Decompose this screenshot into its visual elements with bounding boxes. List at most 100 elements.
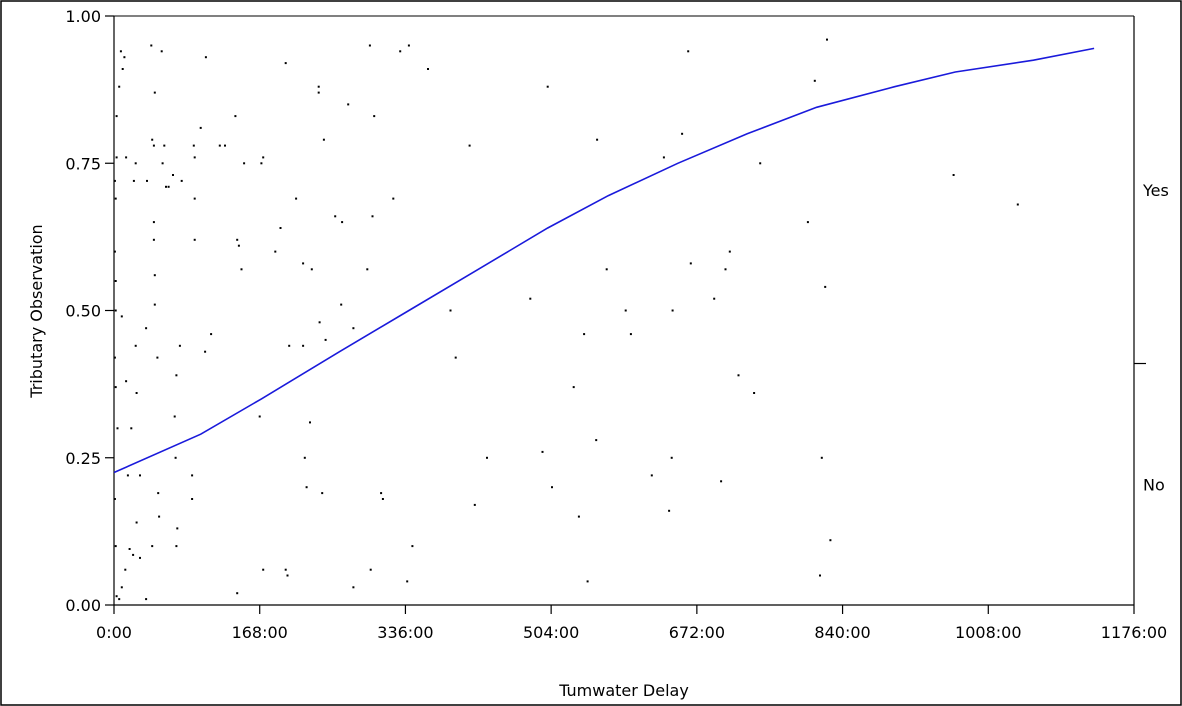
data-point [406, 580, 409, 583]
data-point [352, 327, 355, 330]
data-point [826, 38, 828, 41]
data-point [454, 356, 457, 359]
data-point [321, 492, 324, 495]
data-point [302, 344, 305, 347]
right-axis-label-no: No [1143, 475, 1165, 494]
data-point [713, 297, 716, 300]
data-point [399, 50, 402, 53]
data-point [546, 85, 549, 88]
data-point [687, 50, 690, 53]
data-point [829, 539, 832, 542]
data-point [120, 586, 123, 589]
data-point [380, 492, 383, 495]
data-point [288, 344, 291, 347]
data-point [670, 456, 673, 459]
data-point [130, 427, 133, 430]
data-point [134, 344, 137, 347]
data-point [204, 56, 207, 59]
data-point [577, 515, 580, 518]
data-point [113, 498, 116, 500]
data-point [952, 174, 955, 176]
data-point [139, 474, 141, 477]
data-point [123, 56, 126, 59]
data-point [236, 592, 239, 595]
y-tick-label: 0.50 [65, 302, 101, 321]
data-point [284, 568, 287, 571]
fit-line [113, 47, 1095, 474]
y-tick-label: 1.00 [65, 7, 101, 26]
data-point [309, 421, 311, 424]
data-point [284, 62, 287, 65]
data-point [115, 595, 118, 598]
data-point [689, 262, 692, 265]
data-point [132, 179, 135, 182]
data-point [473, 503, 476, 506]
data-point [156, 356, 159, 359]
data-point [427, 68, 429, 70]
data-point [125, 380, 128, 383]
data-point [322, 138, 325, 141]
y-axis-ticks: 0.00 0.25 0.50 0.75 1.00 [65, 7, 114, 615]
data-point [115, 156, 118, 159]
data-point [126, 474, 129, 477]
data-point [381, 498, 384, 500]
data-point [121, 68, 124, 70]
data-point [199, 126, 202, 129]
data-point [737, 374, 740, 377]
data-point [218, 144, 221, 147]
data-point [139, 556, 141, 559]
data-point [176, 527, 179, 530]
data-point [192, 144, 195, 147]
data-point [368, 44, 371, 47]
data-point [341, 221, 344, 224]
data-point [650, 474, 653, 477]
data-point [167, 185, 170, 188]
data-point [824, 285, 827, 288]
data-point [605, 268, 608, 271]
x-tick-label: 336:00 [377, 623, 433, 642]
data-point [662, 156, 665, 159]
data-point [468, 144, 471, 147]
data-point [193, 197, 196, 200]
data-point [240, 268, 243, 271]
data-point [317, 91, 320, 94]
x-axis-label: Tumwater Delay [558, 681, 689, 700]
data-point [173, 415, 176, 418]
data-point [759, 162, 762, 165]
data-point [720, 480, 723, 483]
data-point [135, 392, 138, 394]
data-point [728, 250, 731, 253]
plot-area [113, 15, 1135, 606]
right-axis-label-yes: Yes [1142, 181, 1169, 200]
data-point [191, 474, 194, 477]
data-point [262, 156, 265, 159]
data-point [820, 456, 823, 459]
data-point [160, 50, 163, 53]
x-tick-label: 672:00 [669, 623, 725, 642]
data-point [595, 439, 598, 442]
data-point [161, 162, 164, 165]
data-point [151, 138, 154, 141]
data-point [116, 427, 119, 430]
data-point [132, 553, 135, 556]
data-point [596, 138, 599, 141]
data-point [135, 521, 138, 524]
y-tick-label: 0.00 [65, 596, 101, 615]
y-tick-label: 0.25 [65, 449, 101, 468]
data-point [175, 545, 178, 548]
data-point [152, 238, 155, 241]
data-point [158, 515, 161, 518]
data-point [305, 486, 308, 489]
data-point [224, 144, 226, 147]
y-axis-label: Tributary Observation [27, 224, 46, 398]
y-tick-label: 0.75 [65, 154, 101, 173]
data-point [274, 250, 277, 253]
x-tick-label: 0:00 [96, 623, 132, 642]
data-point [541, 450, 544, 453]
x-tick-label: 1176:00 [1101, 623, 1167, 642]
data-point [586, 580, 589, 583]
data-point [806, 221, 809, 224]
data-point [118, 598, 121, 601]
data-point [113, 356, 116, 359]
